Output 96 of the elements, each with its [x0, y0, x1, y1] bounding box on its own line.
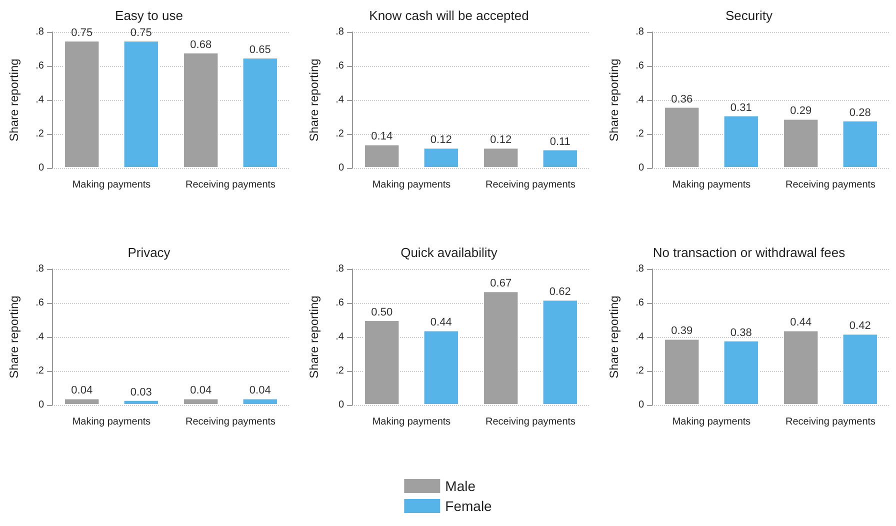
x-tick-label: Making payments: [672, 180, 751, 190]
data-label: 0.62: [549, 286, 571, 298]
data-label: 0.04: [71, 384, 93, 397]
bar: [842, 120, 878, 168]
data-label: 0.31: [730, 102, 752, 114]
bar: [242, 58, 278, 168]
data-label: 0.11: [550, 136, 570, 148]
chart-title: Security: [726, 8, 773, 23]
bar: [123, 40, 159, 168]
x-tick-label: Making payments: [372, 180, 451, 190]
data-label: 0.44: [430, 316, 452, 329]
x-tick-label: Making payments: [72, 416, 151, 428]
y-tick-label: .8: [336, 26, 344, 38]
data-label: 0.04: [190, 384, 212, 397]
y-tick-label: .8: [36, 264, 44, 274]
x-tick-label: Receiving payments: [185, 180, 276, 190]
y-tick-label: .4: [36, 332, 44, 342]
y-axis-title: Share reporting: [7, 296, 21, 378]
legend-label: Male: [445, 478, 476, 494]
x-tick-label: Making payments: [672, 416, 751, 428]
y-tick-label: .2: [636, 128, 644, 140]
data-label: 0.03: [130, 386, 152, 398]
data-label: 0.12: [490, 134, 512, 146]
x-tick-label: Making payments: [372, 416, 451, 428]
data-label: 0.50: [371, 306, 393, 318]
y-tick-label: .6: [36, 60, 44, 72]
y-tick-label: 0: [638, 162, 644, 174]
data-label: 0.75: [130, 27, 152, 39]
bar: [423, 330, 459, 405]
data-label: 0.04: [249, 384, 271, 397]
y-tick-label: 0: [38, 162, 44, 174]
y-tick-label: .2: [36, 366, 44, 376]
legend-label: Female: [445, 498, 492, 514]
y-tick-label: .6: [636, 298, 644, 308]
bar: [664, 338, 700, 405]
y-tick-label: .4: [636, 94, 644, 106]
y-tick-label: .6: [336, 60, 344, 72]
bar: [723, 340, 759, 405]
y-axis-title: Share reporting: [307, 296, 321, 378]
bar: [783, 118, 819, 168]
chart-title: Privacy: [128, 245, 171, 260]
bar: [483, 291, 519, 405]
x-tick-label: Making payments: [72, 180, 151, 190]
bar: [542, 300, 578, 405]
data-label: 0.12: [430, 134, 452, 146]
bar: [723, 115, 759, 168]
data-label: 0.65: [249, 44, 271, 56]
data-label: 0.44: [790, 316, 812, 329]
chart-title: No transaction or withdrawal fees: [652, 245, 846, 260]
y-tick-label: .8: [36, 26, 44, 38]
y-tick-label: .8: [636, 26, 644, 38]
y-tick-label: .4: [336, 94, 344, 106]
chart-title: Easy to use: [115, 8, 183, 23]
y-tick-label: .4: [636, 332, 644, 342]
x-tick-label: Receiving payments: [485, 416, 576, 428]
data-label: 0.67: [490, 278, 512, 290]
y-tick-label: 0: [338, 400, 344, 410]
bar: [664, 106, 700, 168]
y-tick-label: 0: [338, 162, 344, 174]
x-tick-label: Receiving payments: [485, 180, 576, 190]
chart-title: Quick availability: [400, 245, 498, 260]
y-tick-label: .8: [636, 264, 644, 274]
data-label: 0.42: [849, 320, 871, 332]
y-tick-label: .2: [36, 128, 44, 140]
y-axis-title: Share reporting: [607, 296, 621, 378]
x-tick-label: Receiving payments: [785, 416, 876, 428]
y-tick-label: .4: [36, 94, 44, 106]
bar: [842, 334, 878, 405]
bar: [783, 330, 819, 405]
y-tick-label: .6: [36, 298, 44, 308]
data-label: 0.39: [671, 325, 693, 338]
bar: [364, 320, 400, 405]
data-label: 0.36: [671, 93, 693, 106]
x-tick-label: Receiving payments: [185, 416, 276, 428]
y-axis-title: Share reporting: [607, 58, 621, 142]
data-label: 0.28: [849, 106, 871, 119]
y-tick-label: 0: [38, 400, 44, 410]
x-tick-label: Receiving payments: [785, 180, 876, 190]
chart-title: Know cash will be accepted: [369, 8, 529, 23]
data-label: 0.29: [790, 105, 812, 118]
data-label: 0.75: [71, 27, 93, 39]
y-tick-label: .2: [636, 366, 644, 376]
y-tick-label: .6: [636, 60, 644, 72]
data-label: 0.14: [371, 130, 393, 143]
y-tick-label: .6: [336, 298, 344, 308]
y-axis-title: Share reporting: [7, 58, 21, 142]
y-axis-title: Share reporting: [307, 58, 321, 142]
bar: [64, 40, 100, 168]
y-tick-label: .4: [336, 332, 344, 342]
data-label: 0.38: [730, 326, 752, 339]
bar: [183, 52, 219, 168]
y-tick-label: .2: [336, 128, 344, 140]
y-tick-label: 0: [638, 400, 644, 410]
y-tick-label: .8: [336, 264, 344, 274]
y-tick-label: .2: [336, 366, 344, 376]
data-label: 0.68: [190, 38, 212, 51]
